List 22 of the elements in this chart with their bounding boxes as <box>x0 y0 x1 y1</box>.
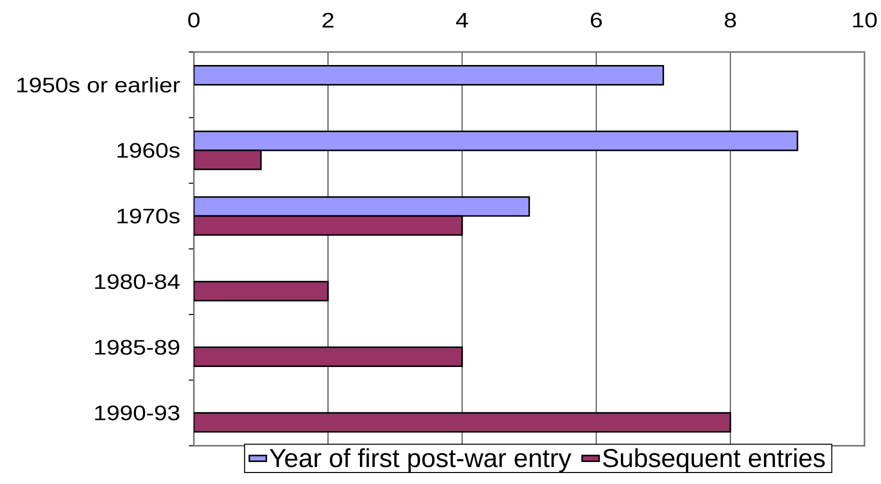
bar <box>194 281 329 302</box>
bar <box>194 346 463 368</box>
y-tick-label: 1990-93 <box>95 406 180 420</box>
legend-label: Year of first post-war entry <box>270 448 572 473</box>
x-tick-label: 8 <box>724 12 736 28</box>
bar <box>194 196 530 217</box>
y-tick-label: 1960s <box>118 143 180 158</box>
y-tick-label: 1970s <box>118 208 180 224</box>
bar <box>194 65 664 86</box>
y-tick-label: 1980-84 <box>95 274 180 290</box>
x-tick-label: 2 <box>322 12 334 28</box>
bar <box>194 412 732 433</box>
bar <box>194 150 262 170</box>
bar <box>194 130 798 152</box>
y-tick-label: 1985-89 <box>95 340 180 355</box>
x-tick-label: 6 <box>590 12 602 28</box>
x-tick-label: 10 <box>853 12 877 28</box>
x-tick-label: 4 <box>456 13 468 28</box>
legend-label: Subsequent entries <box>603 448 825 473</box>
y-tick-label: 1950s or earlier <box>17 77 180 93</box>
x-tick-label: 0 <box>188 12 200 28</box>
bar <box>194 215 463 236</box>
